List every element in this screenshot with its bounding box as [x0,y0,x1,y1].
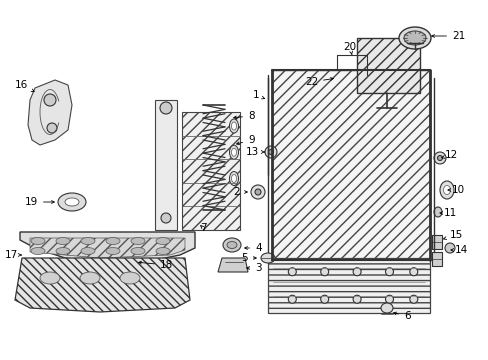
Ellipse shape [443,185,449,194]
Text: 7: 7 [200,223,206,233]
Text: 21: 21 [431,31,464,41]
Ellipse shape [398,27,430,49]
Text: 5: 5 [241,253,256,263]
Polygon shape [15,258,190,312]
Circle shape [444,243,454,253]
Text: 11: 11 [439,208,456,218]
Text: 14: 14 [450,245,468,255]
Circle shape [288,295,296,303]
Text: 13: 13 [245,147,264,157]
Text: 4: 4 [244,243,261,253]
Ellipse shape [40,272,60,284]
Ellipse shape [223,238,241,252]
Bar [431,235,441,249]
Circle shape [264,146,276,158]
Ellipse shape [229,145,238,159]
Text: 16: 16 [15,80,34,91]
Circle shape [409,268,417,276]
Polygon shape [182,112,240,230]
Ellipse shape [65,198,79,206]
Ellipse shape [56,238,70,244]
Ellipse shape [156,238,170,244]
Ellipse shape [106,238,120,244]
Text: 10: 10 [447,185,464,195]
Circle shape [44,94,56,106]
Ellipse shape [80,272,100,284]
Ellipse shape [131,248,145,255]
Bar [267,258,429,313]
Text: 15: 15 [443,230,462,240]
Text: 12: 12 [441,150,457,160]
Polygon shape [20,232,195,263]
Text: 19: 19 [25,197,54,207]
Circle shape [288,268,296,276]
Text: 2: 2 [233,187,247,197]
Bar [356,38,419,93]
Circle shape [409,295,417,303]
Circle shape [250,185,264,199]
Ellipse shape [433,207,441,217]
Circle shape [161,213,171,223]
Ellipse shape [229,171,238,185]
Text: 22: 22 [304,77,333,87]
Ellipse shape [156,248,170,255]
Ellipse shape [58,193,86,211]
Text: 17: 17 [5,250,21,260]
Circle shape [47,123,57,133]
Ellipse shape [403,31,425,45]
Circle shape [437,156,442,161]
Ellipse shape [31,248,45,255]
Ellipse shape [226,242,237,248]
Circle shape [268,149,273,154]
Text: 8: 8 [233,111,254,121]
Polygon shape [30,238,184,258]
Ellipse shape [131,238,145,244]
Ellipse shape [106,248,120,255]
Bar [155,100,177,230]
Circle shape [433,152,445,164]
Text: 6: 6 [393,311,410,321]
Circle shape [352,268,360,276]
Text: 18: 18 [139,260,173,270]
Ellipse shape [231,148,236,156]
Polygon shape [28,80,72,145]
Ellipse shape [231,122,236,130]
Ellipse shape [229,119,238,133]
Polygon shape [218,258,247,272]
Circle shape [385,295,393,303]
Ellipse shape [56,248,70,255]
Bar [431,252,441,266]
Ellipse shape [231,175,236,183]
Ellipse shape [81,248,95,255]
Circle shape [320,295,328,303]
Bar [271,70,429,260]
Ellipse shape [120,272,140,284]
Text: 3: 3 [246,263,261,273]
Circle shape [320,268,328,276]
Circle shape [352,295,360,303]
Ellipse shape [439,181,453,199]
Text: 20: 20 [343,42,356,55]
Ellipse shape [380,303,392,313]
Circle shape [385,268,393,276]
Text: 1: 1 [252,90,264,100]
Ellipse shape [31,238,45,244]
Ellipse shape [81,238,95,244]
Text: 9: 9 [236,135,254,145]
Circle shape [160,102,172,114]
Circle shape [254,189,261,195]
Ellipse shape [261,253,274,263]
